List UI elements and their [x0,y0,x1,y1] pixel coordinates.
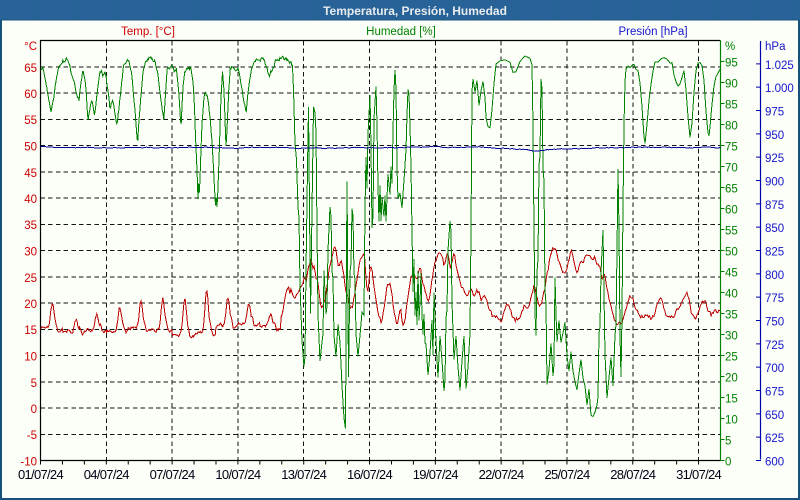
svg-text:28/07/24: 28/07/24 [610,467,655,482]
svg-text:60: 60 [725,205,738,217]
svg-text:50: 50 [24,142,37,154]
svg-text:Humedad [%]: Humedad [%] [366,26,436,38]
svg-text:55: 55 [24,115,37,127]
svg-text:30: 30 [725,331,738,343]
svg-text:1.025: 1.025 [765,60,794,72]
svg-text:Temperatura, Presión, Humedad: Temperatura, Presión, Humedad [323,4,507,18]
svg-text:975: 975 [765,107,784,119]
svg-text:10: 10 [725,415,738,427]
svg-text:725: 725 [765,340,784,352]
svg-text:-10: -10 [20,457,37,469]
svg-text:°C: °C [24,41,37,53]
svg-text:5: 5 [31,378,37,390]
svg-text:35: 35 [24,220,37,232]
svg-text:55: 55 [725,226,738,238]
svg-text:675: 675 [765,387,784,399]
svg-text:825: 825 [765,247,784,259]
svg-text:850: 850 [765,223,784,235]
svg-text:75: 75 [725,142,738,154]
svg-text:65: 65 [725,184,738,196]
svg-text:95: 95 [725,58,738,70]
svg-text:700: 700 [765,363,784,375]
svg-text:800: 800 [765,270,784,282]
svg-text:31/07/24: 31/07/24 [676,467,721,482]
svg-text:16/07/24: 16/07/24 [347,467,392,482]
svg-text:Temp. [°C]: Temp. [°C] [121,26,175,38]
svg-text:10/07/24: 10/07/24 [215,467,260,482]
svg-text:0: 0 [31,404,37,416]
svg-text:750: 750 [765,317,784,329]
svg-text:25: 25 [24,273,37,285]
svg-text:04/07/24: 04/07/24 [84,467,129,482]
svg-text:10: 10 [24,352,37,364]
svg-text:35: 35 [725,310,738,322]
svg-text:45: 45 [24,168,37,180]
svg-text:60: 60 [24,89,37,101]
svg-text:20: 20 [725,373,738,385]
svg-text:15: 15 [725,394,738,406]
svg-text:70: 70 [725,163,738,175]
svg-text:875: 875 [765,200,784,212]
svg-text:%: % [725,41,735,53]
svg-text:65: 65 [24,63,37,75]
svg-text:30: 30 [24,247,37,259]
svg-text:hPa: hPa [765,41,786,53]
svg-text:775: 775 [765,293,784,305]
svg-text:80: 80 [725,121,738,133]
svg-text:900: 900 [765,177,784,189]
svg-text:07/07/24: 07/07/24 [150,467,195,482]
svg-text:-5: -5 [27,430,37,442]
svg-text:50: 50 [725,247,738,259]
svg-text:22/07/24: 22/07/24 [479,467,524,482]
svg-text:45: 45 [725,268,738,280]
svg-text:925: 925 [765,153,784,165]
svg-text:625: 625 [765,433,784,445]
svg-text:40: 40 [725,289,738,301]
svg-text:25/07/24: 25/07/24 [544,467,589,482]
svg-text:650: 650 [765,410,784,422]
svg-text:15: 15 [24,325,37,337]
svg-text:01/07/24: 01/07/24 [18,467,63,482]
svg-text:90: 90 [725,79,738,91]
svg-text:5: 5 [725,436,731,448]
svg-text:25: 25 [725,352,738,364]
svg-text:0: 0 [725,457,731,469]
svg-text:Presión [hPa]: Presión [hPa] [618,26,687,38]
svg-text:85: 85 [725,100,738,112]
svg-text:19/07/24: 19/07/24 [413,467,458,482]
svg-text:20: 20 [24,299,37,311]
svg-text:600: 600 [765,457,784,469]
svg-text:950: 950 [765,130,784,142]
svg-text:1.000: 1.000 [765,83,794,95]
svg-text:40: 40 [24,194,37,206]
svg-text:13/07/24: 13/07/24 [281,467,326,482]
